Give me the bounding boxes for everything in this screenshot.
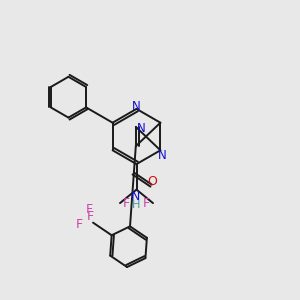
Text: F: F	[76, 218, 83, 231]
Text: F: F	[87, 210, 94, 223]
Text: N: N	[132, 100, 141, 113]
Text: O: O	[147, 175, 157, 188]
Text: N: N	[137, 122, 146, 135]
Text: F: F	[86, 203, 93, 216]
Text: F: F	[143, 196, 150, 210]
Text: H: H	[132, 200, 140, 210]
Text: N: N	[131, 190, 141, 203]
Text: F: F	[123, 196, 130, 210]
Text: N: N	[158, 149, 166, 162]
